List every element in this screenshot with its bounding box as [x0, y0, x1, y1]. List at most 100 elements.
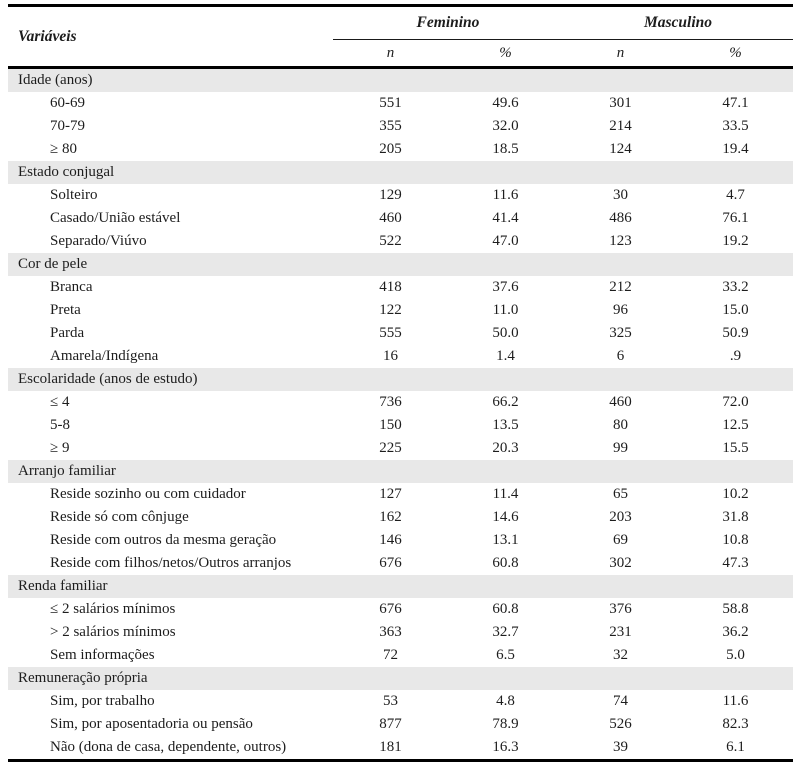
cell-value: 11.4: [492, 486, 519, 502]
row-label: Sim, por aposentadoria ou pensão: [50, 716, 253, 732]
cell-value: 129: [379, 187, 402, 203]
cell-value: 418: [379, 279, 402, 295]
cell-value: 20.3: [492, 440, 519, 456]
row-label: ≤ 4: [50, 394, 70, 410]
section-title: Idade (anos): [18, 72, 93, 88]
cell-value: 225: [379, 440, 402, 456]
cell-value: 124: [609, 141, 632, 157]
table-row: Parda 555 50.0 325 50.9: [8, 322, 793, 345]
row-label: Reside sozinho ou com cuidador: [50, 486, 246, 502]
cell-value: 50.0: [492, 325, 519, 341]
cell-value: 36.2: [722, 624, 749, 640]
cell-value: 30: [613, 187, 628, 203]
row-label: ≥ 80: [50, 141, 77, 157]
cell-value: 11.0: [492, 302, 519, 318]
row-label: Branca: [50, 279, 93, 295]
cell-value: 10.2: [722, 486, 749, 502]
table-header: Variáveis Feminino Masculino n % n %: [8, 7, 793, 66]
cell-value: 212: [609, 279, 632, 295]
section-title: Renda familiar: [18, 578, 108, 594]
cell-value: 460: [609, 394, 632, 410]
cell-value: 47.1: [722, 95, 749, 111]
cell-value: 214: [609, 118, 632, 134]
variables-column-header: Variáveis: [18, 27, 77, 45]
group-header-row: Feminino Masculino: [333, 7, 793, 40]
table-body: Idade (anos) 60-69 551 49.6 301 47.1 70-79 355 3…: [8, 69, 793, 759]
cell-value: 53: [383, 693, 398, 709]
cell-value: 4.8: [496, 693, 515, 709]
table-row: Reside sozinho ou com cuidador 127 11.4 65 1…: [8, 483, 793, 506]
cell-value: 526: [609, 716, 632, 732]
cell-value: 18.5: [492, 141, 519, 157]
table-row: ≤ 4 736 66.2 460 72.0: [8, 391, 793, 414]
cell-value: 15.5: [722, 440, 749, 456]
table-row: Reside com outros da mesma geração 146 13.…: [8, 529, 793, 552]
cell-value: 486: [609, 210, 632, 226]
table-row: Branca 418 37.6 212 33.2: [8, 276, 793, 299]
row-label: Sim, por trabalho: [50, 693, 155, 709]
table-row: Sim, por aposentadoria ou pensão 877 78.9 5…: [8, 713, 793, 736]
cell-value: 6.5: [496, 647, 515, 663]
cell-value: 32: [613, 647, 628, 663]
row-label: Sem informações: [50, 647, 155, 663]
cell-value: 10.8: [722, 532, 749, 548]
cell-value: 4.7: [726, 187, 745, 203]
cell-value: 96: [613, 302, 628, 318]
row-label: Reside só com cônjuge: [50, 509, 189, 525]
cell-value: 5.0: [726, 647, 745, 663]
cell-value: 6: [616, 348, 625, 364]
cell-value: 80: [613, 417, 628, 433]
cell-value: 82.3: [722, 716, 749, 732]
cell-value: 41.4: [492, 210, 519, 226]
table-row: Amarela/Indígena 16 1.4 6 .9: [8, 345, 793, 368]
cell-value: 11.6: [492, 187, 519, 203]
header-data-columns: Feminino Masculino n % n %: [333, 7, 793, 66]
cell-value: 32.0: [492, 118, 519, 134]
cell-value: 60.8: [492, 555, 519, 571]
row-label: Não (dona de casa, dependente, outros): [50, 739, 287, 755]
table-row: 5-8 150 13.5 80 12.5: [8, 414, 793, 437]
cell-value: 60.8: [492, 601, 519, 617]
cell-value: 676: [379, 555, 402, 571]
cell-value: 16: [383, 348, 398, 364]
row-label: Solteiro: [50, 187, 98, 203]
cell-value: 69: [613, 532, 628, 548]
cell-value: 363: [379, 624, 402, 640]
section-row: Remuneração própria: [8, 667, 793, 690]
cell-value: 522: [379, 233, 402, 249]
group-header-masculino: Masculino: [643, 14, 713, 31]
section-title: Cor de pele: [18, 256, 88, 272]
subcol-masculino-n: n: [616, 44, 625, 61]
row-label: Amarela/Indígena: [50, 348, 159, 364]
table-row: ≤ 2 salários mínimos 676 60.8 376 58.8: [8, 598, 793, 621]
group-header-feminino: Feminino: [416, 14, 480, 31]
cell-value: 74: [613, 693, 628, 709]
section-title: Estado conjugal: [18, 164, 115, 180]
cell-value: 19.4: [722, 141, 749, 157]
header-rule: [8, 66, 793, 69]
row-label: Reside com filhos/netos/Outros arranjos: [50, 555, 292, 571]
cell-value: 376: [609, 601, 632, 617]
cell-value: 14.6: [492, 509, 519, 525]
cell-value: 58.8: [722, 601, 749, 617]
cell-value: 301: [609, 95, 632, 111]
row-label: > 2 salários mínimos: [50, 624, 176, 640]
section-row: Idade (anos): [8, 69, 793, 92]
table-row: Sem informações 72 6.5 32 5.0: [8, 644, 793, 667]
cell-value: 50.9: [722, 325, 749, 341]
table-row: Reside só com cônjuge 162 14.6 203 31.8: [8, 506, 793, 529]
subcolumn-header-row: n % n %: [333, 40, 793, 66]
cell-value: 205: [379, 141, 402, 157]
row-label: Parda: [50, 325, 85, 341]
cell-value: 47.3: [722, 555, 749, 571]
table-row: ≥ 9 225 20.3 99 15.5: [8, 437, 793, 460]
section-row: Estado conjugal: [8, 161, 793, 184]
row-label: Casado/União estável: [50, 210, 181, 226]
cell-value: 736: [379, 394, 402, 410]
table-row: Solteiro 129 11.6 30 4.7: [8, 184, 793, 207]
cell-value: 162: [379, 509, 402, 525]
section-title: Remuneração própria: [18, 670, 148, 686]
cell-value: 47.0: [492, 233, 519, 249]
cell-value: 127: [379, 486, 402, 502]
cell-value: .9: [729, 348, 742, 364]
